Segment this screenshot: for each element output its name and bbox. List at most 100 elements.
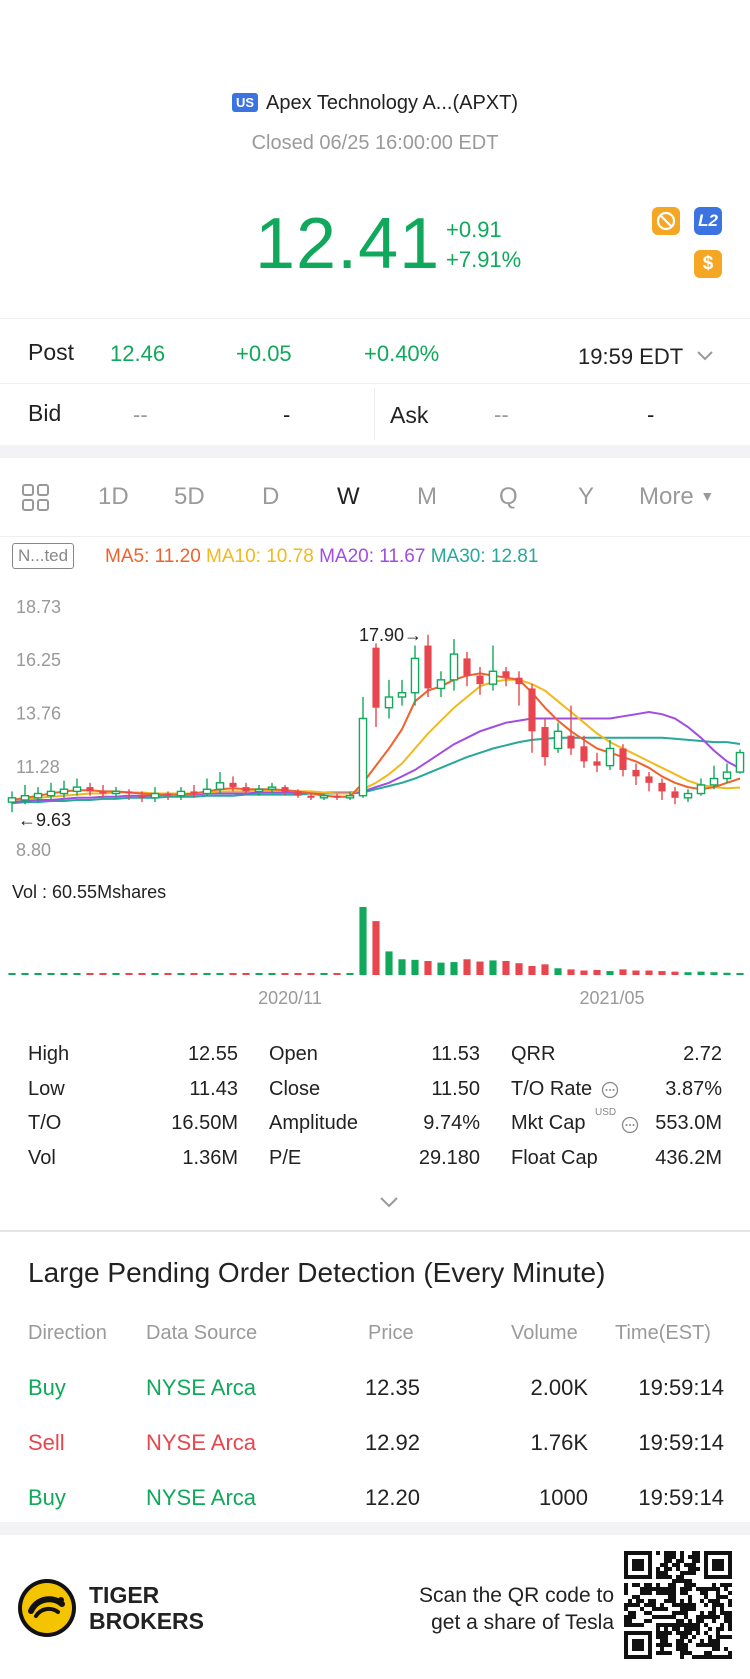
candle-body — [580, 746, 588, 762]
candle-body — [358, 717, 368, 797]
qr-module — [676, 1575, 680, 1579]
volume-bar — [138, 973, 146, 975]
qr-module — [644, 1583, 648, 1587]
qr-module — [696, 1623, 700, 1627]
tab-q[interactable]: Q — [499, 483, 518, 510]
volume-bar — [203, 973, 211, 975]
candle-body — [59, 788, 69, 795]
qr-module — [704, 1595, 708, 1599]
layout-grid-icon[interactable] — [22, 484, 50, 517]
qr-module — [684, 1563, 688, 1567]
volume-bar — [372, 921, 380, 975]
qr-module — [728, 1619, 732, 1623]
level2-icon[interactable]: L2 — [694, 207, 722, 235]
ask-size: - — [647, 402, 655, 427]
qr-module — [692, 1627, 696, 1631]
no-short-icon[interactable] — [652, 207, 680, 235]
tab-more[interactable]: More ▼ — [639, 483, 715, 510]
qr-module — [712, 1607, 716, 1611]
volume-bar — [307, 973, 315, 975]
qr-finder — [632, 1639, 644, 1651]
qr-module — [668, 1555, 672, 1559]
volume-bar — [164, 973, 172, 975]
qr-module — [668, 1583, 672, 1587]
tab-5d[interactable]: 5D — [174, 483, 205, 510]
qr-module — [656, 1635, 660, 1639]
order-time: 19:59:14 — [638, 1485, 724, 1510]
qr-module — [696, 1559, 700, 1563]
volume-bar — [281, 973, 289, 975]
tab-y[interactable]: Y — [578, 483, 595, 510]
qr-module — [724, 1655, 728, 1659]
qr-module — [664, 1555, 668, 1559]
dollar-icon[interactable]: $ — [694, 250, 722, 278]
ma30-label: MA30: 12.81 — [430, 546, 539, 567]
qr-module — [628, 1619, 632, 1623]
qr-module — [640, 1607, 644, 1611]
qr-module — [684, 1603, 688, 1607]
qr-module — [676, 1559, 680, 1563]
order-volume: 1.76K — [530, 1430, 589, 1455]
qr-module — [692, 1567, 696, 1571]
qr-module — [720, 1603, 724, 1607]
candle-body — [86, 787, 94, 792]
qr-module — [680, 1559, 684, 1563]
volume-bar — [73, 973, 81, 975]
qr-module — [720, 1607, 724, 1611]
volume-bar — [541, 964, 549, 975]
info-icon[interactable] — [621, 1116, 639, 1139]
qr-module — [696, 1555, 700, 1559]
qr-module — [644, 1591, 648, 1595]
tab-m[interactable]: M — [417, 483, 437, 510]
candle-body — [671, 791, 679, 798]
qr-module — [668, 1591, 672, 1595]
stat-label: Mkt Cap — [511, 1112, 586, 1134]
volume-bar — [411, 959, 419, 975]
volume-bar — [658, 971, 666, 975]
volume-bar — [476, 961, 484, 975]
qr-module — [664, 1643, 668, 1647]
qr-module — [680, 1571, 684, 1575]
expand-chevron-icon[interactable] — [380, 1195, 398, 1213]
adjust-selector[interactable]: N...ted — [12, 543, 75, 569]
qr-module — [716, 1643, 720, 1647]
qr-module — [684, 1651, 688, 1655]
qr-module — [684, 1579, 688, 1583]
qr-module — [660, 1623, 664, 1627]
qr-module — [664, 1651, 668, 1655]
candle-body — [319, 794, 329, 799]
qr-module — [660, 1591, 664, 1595]
volume-bar — [60, 973, 68, 975]
chevron-down-icon — [697, 341, 713, 367]
tab-d[interactable]: D — [262, 483, 280, 510]
header-time: Time(EST) — [615, 1322, 711, 1344]
tab-w[interactable]: W — [337, 483, 360, 510]
post-time[interactable]: 19:59 EDT — [578, 341, 713, 370]
qr-module — [700, 1619, 704, 1623]
qr-module — [664, 1607, 668, 1611]
volume-bar — [697, 971, 705, 975]
qr-module — [712, 1583, 716, 1587]
volume-bar — [320, 973, 328, 975]
stat-label: Vol — [28, 1147, 56, 1169]
info-icon[interactable] — [601, 1081, 619, 1104]
ma5-label: MA5: 11.20 — [105, 546, 201, 567]
candle-body — [125, 791, 133, 794]
qr-module — [684, 1591, 688, 1595]
order-price: 12.35 — [364, 1375, 420, 1400]
qr-module — [652, 1607, 656, 1611]
qr-module — [668, 1623, 672, 1627]
candlestick-chart[interactable]: 18.73 16.25 13.76 11.28 8.80 17.90→ ←9.63 Vol :… — [0, 595, 750, 1015]
qr-module — [680, 1587, 684, 1591]
volume-bar — [723, 972, 731, 975]
qr-module — [692, 1635, 696, 1639]
volume-bar — [359, 907, 367, 975]
qr-module — [664, 1631, 668, 1635]
candle-body — [722, 771, 732, 780]
candle-body — [424, 645, 432, 689]
qr-module — [636, 1599, 640, 1603]
tab-1d[interactable]: 1D — [98, 483, 129, 510]
qr-module — [724, 1615, 728, 1619]
qr-module — [728, 1623, 732, 1627]
qr-module — [668, 1595, 672, 1599]
